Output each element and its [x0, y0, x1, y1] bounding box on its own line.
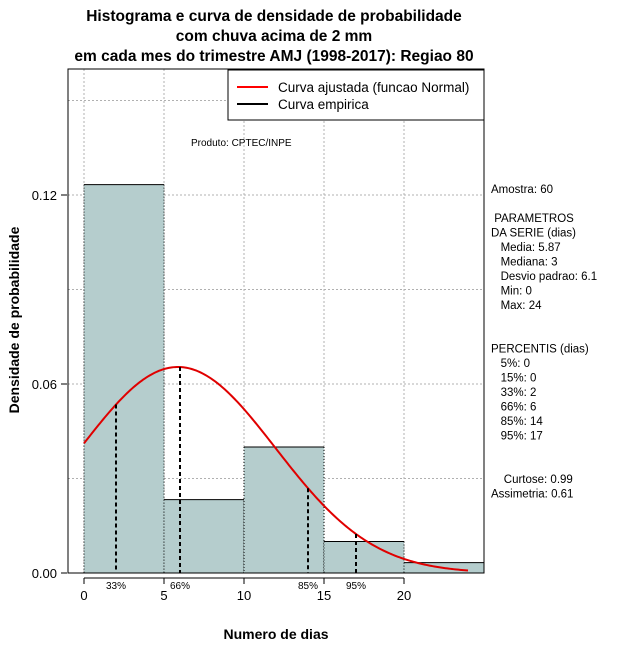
legend-box [227, 69, 485, 121]
stats-line: 85%: 14 [491, 416, 543, 428]
plot-frame [67, 68, 485, 574]
title-line: Histograma e curva de densidade de proba… [86, 8, 462, 25]
stats-line: PERCENTIS (dias) [491, 344, 589, 356]
normal-curve [83, 365, 469, 572]
stats-line: 5%: 0 [491, 358, 530, 370]
histogram-bar [164, 499, 244, 573]
x-tick-label: 15 [317, 588, 331, 603]
histogram-bar [84, 184, 164, 574]
normal-curve-line [83, 365, 469, 572]
stats-line: Assimetria: 0.61 [491, 489, 573, 501]
x-tick-label: 5 [160, 588, 167, 603]
stats-line: DA SERIE (dias) [491, 228, 576, 240]
stats-line: 95%: 17 [491, 431, 543, 443]
histogram-bars [83, 184, 485, 574]
stats-line: 15%: 0 [491, 373, 536, 385]
stats-panel: Amostra: 60 PARAMETROS DA SERIE (dias) Me… [491, 184, 597, 501]
x-tick-label: 20 [397, 588, 411, 603]
product-annotation: Produto: CPTEC/INPE [191, 138, 292, 149]
stats-line: Desvio padrao: 6.1 [491, 271, 597, 283]
stats-line: 33%: 2 [491, 387, 536, 399]
percentile-marker-label: 85% [298, 581, 318, 592]
stats-line: Mediana: 3 [491, 257, 557, 269]
stats-line: 66%: 6 [491, 402, 536, 414]
x-axis-label: Numero de dias [223, 626, 328, 642]
percentile-marker-label: 33% [106, 581, 126, 592]
chart-title: Histograma e curva de densidade de proba… [74, 8, 473, 65]
y-tick-label: 0.06 [32, 377, 57, 392]
stats-line: Amostra: 60 [491, 184, 553, 196]
stats-line: PARAMETROS [491, 213, 574, 225]
axes: 0 5 10 15 20 0.00 0.06 0.12 [32, 188, 412, 603]
percentile-marker-label: 95% [346, 581, 366, 592]
y-axis-label: Densidade de probabilidade [6, 226, 22, 413]
percentile-marker-label: 66% [170, 581, 190, 592]
percentile-markers: 33% 66% 85% 95% [106, 367, 366, 592]
x-tick-label: 10 [237, 588, 251, 603]
histogram-bar [324, 541, 404, 573]
stats-line: Min: 0 [491, 286, 532, 298]
y-tick-label: 0.00 [32, 566, 57, 581]
title-line: em cada mes do trimestre AMJ (1998-2017)… [74, 48, 473, 65]
x-tick-label: 0 [80, 588, 87, 603]
histogram-bar [244, 447, 324, 573]
title-line: com chuva acima de 2 mm [176, 28, 372, 45]
legend-label: Curva empirica [278, 97, 369, 112]
stats-line: Max: 24 [491, 300, 542, 312]
legend: Curva ajustada (funcao Normal) Curva empi… [227, 69, 485, 121]
stats-line: Media: 5.87 [491, 242, 561, 254]
stats-line: Curtose: 0.99 [491, 474, 573, 486]
legend-label: Curva ajustada (funcao Normal) [278, 80, 469, 95]
y-tick-label: 0.12 [32, 188, 57, 203]
